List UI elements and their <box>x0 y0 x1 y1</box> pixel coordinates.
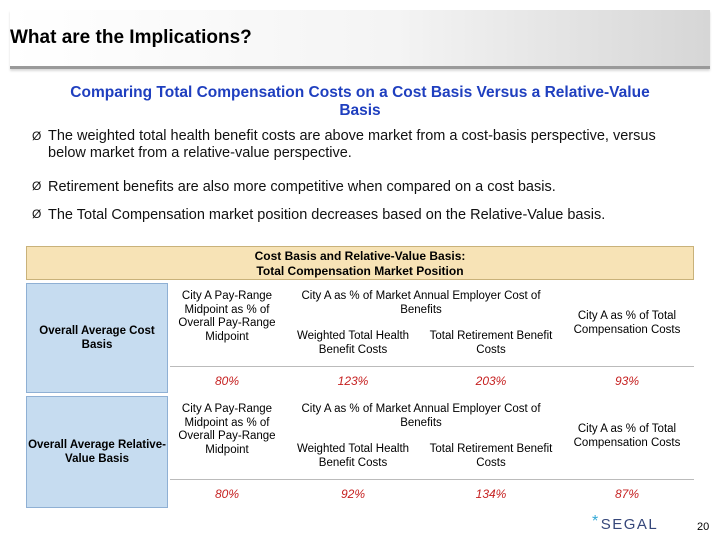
health-value: 123% <box>337 374 369 388</box>
bullet-item: Ø The Total Compensation market position … <box>32 206 692 224</box>
bullet-item: Ø Retirement benefits are also more compe… <box>32 178 692 196</box>
segal-logo: *SEGAL <box>592 513 659 534</box>
bullet-text: The weighted total health benefit costs … <box>48 128 656 161</box>
benefits-group-header: City A as % of Market Annual Employer Co… <box>301 290 541 316</box>
asterisk-logo-icon: * <box>592 513 600 530</box>
total-comp-value: 87% <box>614 487 640 501</box>
health-header: Weighted Total Health Benefit Costs <box>296 443 410 469</box>
table-header-line: Cost Basis and Relative-Value Basis: <box>254 249 466 263</box>
paymid-value: 80% <box>214 374 240 388</box>
bullet-text: Retirement benefits are also more compet… <box>48 179 556 195</box>
benefits-group-header: City A as % of Market Annual Employer Co… <box>301 403 541 429</box>
paymid-header: City A Pay-Range Midpoint as % of Overal… <box>178 290 276 343</box>
logo-text: SEGAL <box>600 516 659 533</box>
arrow-bullet-icon: Ø <box>32 207 42 221</box>
page-number: 20 <box>697 521 710 533</box>
total-comp-value: 93% <box>614 374 640 388</box>
arrow-bullet-icon: Ø <box>32 129 42 143</box>
paymid-value: 80% <box>214 487 240 501</box>
row-divider <box>170 366 694 367</box>
row-label-cost-basis: Overall Average Cost Basis <box>26 283 168 393</box>
bullet-item: Ø The weighted total health benefit costs… <box>32 128 692 162</box>
paymid-header: City A Pay-Range Midpoint as % of Overal… <box>178 403 276 456</box>
arrow-bullet-icon: Ø <box>32 179 42 193</box>
health-value: 92% <box>340 487 366 501</box>
title-bar <box>10 10 710 69</box>
retirement-value: 134% <box>475 487 507 501</box>
bullet-text: The Total Compensation market position d… <box>48 207 606 223</box>
retirement-value: 203% <box>475 374 507 388</box>
total-comp-header: City A as % of Total Compensation Costs <box>573 423 681 449</box>
row-divider <box>170 479 694 480</box>
table-header-line: Total Compensation Market Position <box>256 264 464 278</box>
table-header: Cost Basis and Relative-Value Basis: Tot… <box>26 246 694 280</box>
retirement-header: Total Retirement Benefit Costs <box>429 443 553 469</box>
health-header: Weighted Total Health Benefit Costs <box>296 330 410 356</box>
retirement-header: Total Retirement Benefit Costs <box>429 330 553 356</box>
total-comp-header: City A as % of Total Compensation Costs <box>573 310 681 336</box>
slide-subtitle: Comparing Total Compensation Costs on a … <box>70 84 650 119</box>
page-title: What are the Implications? <box>10 27 252 48</box>
row-label-relative-value-basis: Overall Average Relative-Value Basis <box>26 396 168 508</box>
